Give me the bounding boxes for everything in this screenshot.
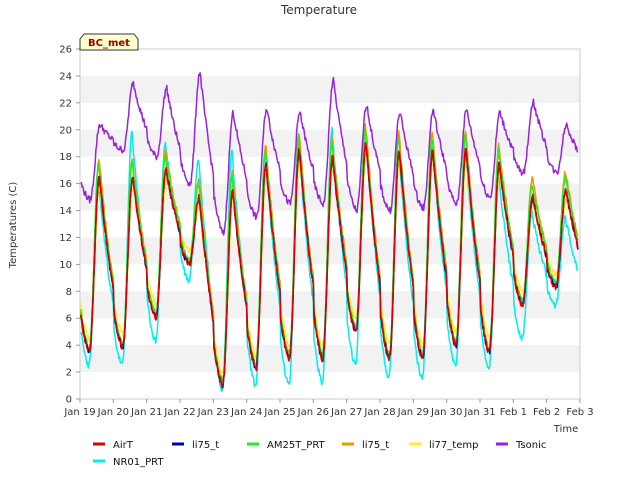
x-tick-label: Jan 25 [263, 407, 295, 418]
grid-band [80, 345, 580, 373]
legend-label: AM25T_PRT [267, 440, 326, 451]
x-tick-label: Jan 22 [163, 407, 195, 418]
x-tick-label: Jan 30 [430, 407, 462, 418]
legend: AirT NR01_PRT li75_t AM25T_PRT li75_t li77_te… [93, 440, 546, 468]
y-tick-label: 26 [59, 45, 72, 56]
y-tick-label: 6 [66, 314, 72, 325]
y-tick-label: 10 [59, 260, 72, 271]
grid-band [80, 291, 580, 319]
legend-label: AirT [113, 440, 134, 451]
legend-item: li75_t [342, 440, 389, 451]
x-tick-label: Jan 20 [97, 407, 129, 418]
y-tick-label: 0 [66, 395, 72, 406]
y-tick-label: 24 [59, 71, 72, 82]
y-tick-label: 18 [59, 152, 72, 163]
chart-title: Temperature [280, 3, 357, 17]
x-tick-label: Jan 29 [397, 407, 429, 418]
grid-band [80, 75, 580, 103]
legend-item: AirT [93, 440, 134, 451]
legend-label: li75_t [192, 440, 219, 451]
x-tick-label: Jan 19 [63, 407, 95, 418]
x-axis: Jan 19 Jan 20 Jan 21 Jan 22 Jan 23 Jan 24 Jan … [63, 399, 594, 418]
series-line-tsonic [80, 72, 579, 236]
series-lines [79, 72, 579, 393]
y-tick-label: 12 [59, 233, 72, 244]
series-line-airt [79, 141, 579, 389]
legend-label: li77_temp [429, 440, 478, 451]
x-tick-label: Feb 1 [500, 407, 527, 418]
x-tick-label: Jan 27 [330, 407, 362, 418]
x-tick-label: Jan 31 [463, 407, 495, 418]
y-axis-title: Temperatures (C) [8, 182, 19, 270]
legend-label: NR01_PRT [113, 457, 164, 468]
y-tick-label: 20 [59, 125, 72, 136]
y-tick-label: 14 [59, 206, 72, 217]
y-tick-label: 16 [59, 179, 72, 190]
y-tick-label: 2 [66, 368, 72, 379]
legend-item: AM25T_PRT [247, 440, 326, 451]
legend-label: Tsonic [515, 440, 546, 451]
y-tick-label: 22 [59, 98, 72, 109]
plot-frame [79, 48, 581, 400]
legend-item: li75_t [172, 440, 219, 451]
x-tick-label: Jan 24 [230, 407, 262, 418]
x-tick-label: Jan 26 [297, 407, 329, 418]
legend-item: NR01_PRT [93, 457, 164, 468]
x-tick-label: Jan 28 [363, 407, 395, 418]
y-tick-label: 8 [66, 287, 72, 298]
legend-label: li75_t [362, 440, 389, 451]
y-tick-label: 4 [66, 341, 72, 352]
legend-item: li77_temp [409, 440, 478, 451]
grid-band [80, 237, 580, 265]
x-tick-label: Feb 3 [566, 407, 593, 418]
x-tick-label: Jan 21 [130, 407, 162, 418]
station-badge: BC_met [79, 33, 139, 51]
x-tick-label: Jan 23 [197, 407, 229, 418]
x-tick-label: Feb 2 [533, 407, 560, 418]
x-axis-title: Time [553, 424, 578, 435]
badge-label: BC_met [88, 38, 130, 49]
legend-item: Tsonic [496, 440, 546, 451]
badge-box [79, 33, 139, 51]
